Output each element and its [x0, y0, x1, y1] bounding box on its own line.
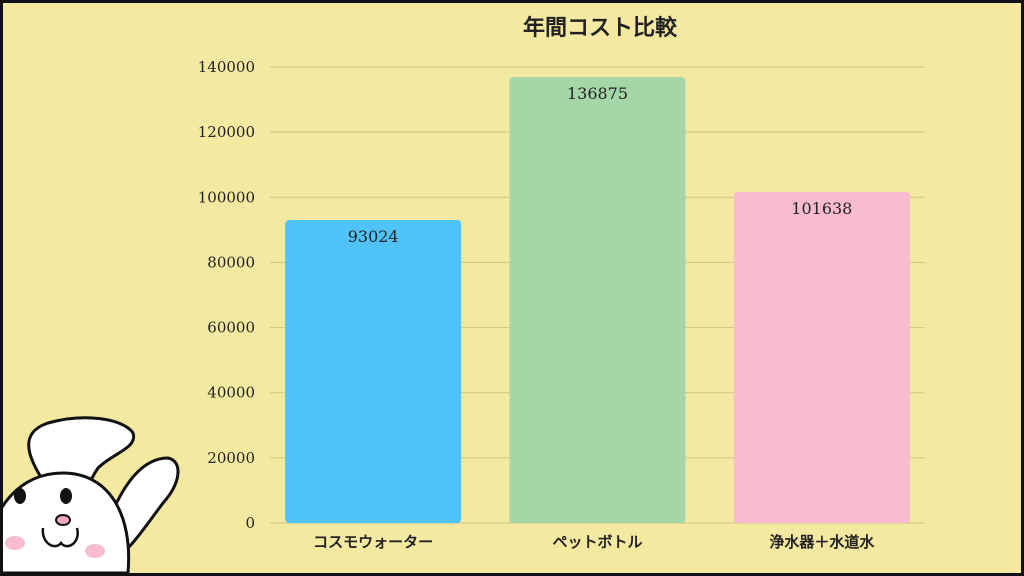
x-axis-categories: コスモウォーター ペットボトル 浄水器＋水道水: [313, 533, 875, 551]
bar-2: [509, 77, 686, 523]
y-tick-label: 20000: [207, 449, 255, 467]
y-tick-label: 100000: [198, 188, 255, 206]
bar-value-label: 93024: [348, 227, 399, 246]
y-tick-label: 0: [245, 514, 255, 532]
y-tick-label: 60000: [207, 319, 255, 337]
y-tick-label: 40000: [207, 384, 255, 402]
rabbit-mascot-icon: [3, 416, 180, 573]
y-tick-label: 80000: [207, 253, 255, 271]
bar-3: [733, 191, 910, 524]
x-category-label: コスモウォーター: [313, 533, 433, 551]
y-axis-ticks: 0 20000 40000 60000 80000 100000 120000 140000: [198, 58, 255, 532]
y-tick-label: 120000: [198, 123, 255, 141]
bar-chart: 年間コスト比較 0 20000 40000 60000 80000 100000 12000…: [3, 15, 925, 573]
x-category-label: ペットボトル: [552, 533, 642, 551]
bar-value-label: 136875: [567, 84, 628, 103]
y-tick-label: 140000: [198, 58, 255, 76]
bar-value-label: 101638: [791, 199, 852, 218]
bar-1: [285, 220, 462, 523]
x-category-label: 浄水器＋水道水: [769, 533, 875, 551]
chart-title: 年間コスト比較: [523, 15, 678, 41]
bars: 93024 136875 101638: [285, 77, 910, 524]
